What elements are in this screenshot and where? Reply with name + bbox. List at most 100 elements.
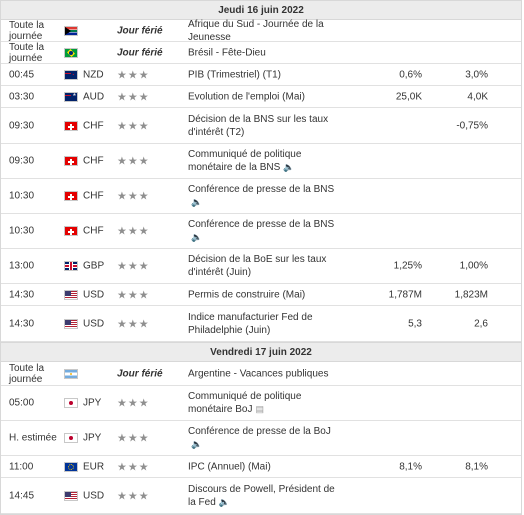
event-name[interactable]: Discours de Powell, Président de la Fed 🔈 [188, 483, 338, 509]
australia-flag-icon [64, 91, 78, 102]
event-name[interactable]: Conférence de presse de la BNS 🔈 [188, 183, 338, 209]
event-title[interactable]: Brésil - Fête-Dieu [188, 47, 266, 58]
event-row[interactable]: 10:30 CHF ★★★ Conférence de presse de la BN… [1, 214, 521, 249]
event-name[interactable]: Communiqué de politique monétaire BoJ ▤ [188, 390, 338, 416]
event-time: Toute la journée [9, 362, 45, 385]
us-flag-icon [64, 318, 78, 329]
event-row[interactable]: 05:00 JPY ★★★ Communiqué de politique monét… [1, 386, 521, 421]
event-title[interactable]: Discours de Powell, Président de la Fed [188, 483, 335, 508]
day-header: Vendredi 17 juin 2022 [1, 342, 521, 362]
event-title[interactable]: Conférence de presse de la BNS [188, 219, 335, 230]
event-time: 10:30 [9, 190, 35, 202]
actual-value: 8,1% [399, 461, 422, 472]
switzerland-flag-icon [64, 226, 78, 236]
currency-code: AUD [83, 91, 105, 102]
importance-stars-icon: ★★★ [117, 432, 150, 445]
event-time: 00:45 [9, 69, 35, 80]
event-row[interactable]: H. estimée JPY ★★★ Conférence de presse de … [1, 421, 521, 456]
importance-stars-icon: ★★★ [117, 461, 150, 473]
event-row[interactable]: 00:45 NZD ★★★ PIB (Trimestriel) (T1) 0,6% 3,0… [1, 64, 521, 86]
event-title[interactable]: IPC (Annuel) (Mai) [188, 461, 271, 472]
event-row[interactable]: 10:30 CHF ★★★ Conférence de presse de la BN… [1, 179, 521, 214]
event-time: 11:00 [9, 461, 34, 472]
forecast-value: 4,0K [467, 91, 488, 102]
event-name[interactable]: Conférence de presse de la BNS 🔈 [188, 218, 338, 244]
event-title[interactable]: Conférence de presse de la BNS [188, 184, 335, 195]
event-name[interactable]: IPC (Annuel) (Mai) [188, 460, 338, 473]
new-zealand-flag-icon [64, 69, 78, 80]
event-time: 03:30 [9, 91, 35, 102]
event-title[interactable]: Conférence de presse de la BoJ [188, 426, 331, 437]
event-row[interactable]: 14:30 USD ★★★ Permis de construire (Mai) 1,7… [1, 284, 521, 306]
event-time: 14:45 [9, 490, 35, 501]
event-name[interactable]: Décision de la BNS sur les taux d'intérê… [188, 113, 338, 139]
event-name[interactable]: Décision de la BoE sur les taux d'intérê… [188, 253, 338, 279]
event-row[interactable]: Toute la journée Jour férié Argentine - Va… [1, 362, 521, 386]
speaker-icon[interactable]: 🔈 [191, 232, 203, 242]
document-icon[interactable]: ▤ [255, 404, 264, 414]
event-row[interactable]: 14:45 USD ★★★ Discours de Powell, Président… [1, 478, 521, 514]
currency-code: CHF [83, 155, 104, 167]
event-row[interactable]: 14:30 USD ★★★ Indice manufacturier Fed de P… [1, 306, 521, 342]
importance-stars-icon: ★★★ [117, 91, 150, 103]
event-title[interactable]: Permis de construire (Mai) [188, 289, 306, 300]
speaker-icon[interactable]: 🔈 [191, 197, 203, 207]
currency-code: EUR [83, 461, 105, 472]
importance-stars-icon: ★★★ [117, 289, 150, 301]
event-name[interactable]: Argentine - Vacances publiques [188, 367, 338, 380]
japan-flag-icon [64, 433, 78, 443]
forecast-value: -0,75% [456, 120, 488, 131]
south-africa-flag-icon [64, 25, 78, 36]
forecast-value: 3,0% [465, 69, 488, 80]
importance-stars-icon: ★★★ [117, 260, 150, 273]
event-time: 09:30 [9, 155, 35, 167]
event-name[interactable]: Permis de construire (Mai) [188, 288, 338, 301]
event-title[interactable]: Communiqué de politique monétaire de la … [188, 149, 302, 173]
event-name[interactable]: Evolution de l'emploi (Mai) [188, 90, 338, 103]
event-row[interactable]: 09:30 CHF ★★★ Communiqué de politique monét… [1, 144, 521, 179]
holiday-label: Jour férié [117, 368, 163, 379]
event-title[interactable]: Evolution de l'emploi (Mai) [188, 91, 305, 102]
event-name[interactable]: Communiqué de politique monétaire de la … [188, 148, 338, 174]
speaker-icon[interactable]: 🔈 [283, 162, 295, 172]
actual-value: 0,6% [399, 69, 422, 80]
event-row[interactable]: 03:30 AUD ★★★ Evolution de l'emploi (Mai) 25… [1, 86, 521, 108]
event-row[interactable]: Toute la journée Jour férié Brésil - Fête-… [1, 42, 521, 64]
actual-value: 5,3 [408, 318, 422, 329]
switzerland-flag-icon [64, 156, 78, 166]
event-row[interactable]: 11:00 EUR ★★★ IPC (Annuel) (Mai) 8,1% 8,1% [1, 456, 521, 478]
holiday-label: Jour férié [117, 25, 163, 36]
event-name[interactable]: PIB (Trimestriel) (T1) [188, 68, 338, 81]
event-time: H. estimée [9, 432, 57, 444]
event-title[interactable]: Décision de la BNS sur les taux d'intérê… [188, 113, 329, 138]
event-name[interactable]: Indice manufacturier Fed de Philadelphie… [188, 311, 338, 337]
event-time: Toute la journée [9, 41, 45, 64]
event-title[interactable]: Communiqué de politique monétaire BoJ [188, 391, 302, 415]
event-title[interactable]: Argentine - Vacances publiques [188, 368, 329, 379]
event-title[interactable]: Décision de la BoE sur les taux d'intérê… [188, 254, 327, 278]
brazil-flag-icon [64, 47, 78, 58]
event-title[interactable]: Indice manufacturier Fed de Philadelphie… [188, 311, 313, 336]
event-title[interactable]: Afrique du Sud - Journée de la Jeunesse [188, 18, 324, 43]
event-name[interactable]: Conférence de presse de la BoJ 🔈 [188, 425, 338, 451]
event-row[interactable]: 13:00 GBP ★★★ Décision de la BoE sur les ta… [1, 249, 521, 284]
currency-code: USD [83, 490, 105, 501]
event-time: 09:30 [9, 120, 35, 131]
event-name[interactable]: Brésil - Fête-Dieu [188, 46, 338, 59]
event-title[interactable]: PIB (Trimestriel) (T1) [188, 69, 281, 80]
importance-stars-icon: ★★★ [117, 155, 150, 168]
forecast-value: 1,823M [454, 289, 488, 300]
event-row[interactable]: 09:30 CHF ★★★ Décision de la BNS sur les ta… [1, 108, 521, 144]
us-flag-icon [64, 490, 78, 501]
currency-code: NZD [83, 69, 104, 80]
event-name[interactable]: Afrique du Sud - Journée de la Jeunesse [188, 18, 338, 44]
event-row[interactable]: Toute la journée Jour férié Afrique du Sud… [1, 18, 521, 44]
currency-code: CHF [83, 120, 104, 131]
speaker-icon[interactable]: 🔈 [191, 439, 203, 449]
holiday-label: Jour férié [117, 47, 163, 58]
currency-code: USD [83, 289, 105, 300]
day-header: Jeudi 16 juin 2022 [1, 0, 521, 20]
actual-value: 25,0K [395, 91, 422, 102]
importance-stars-icon: ★★★ [117, 69, 150, 81]
